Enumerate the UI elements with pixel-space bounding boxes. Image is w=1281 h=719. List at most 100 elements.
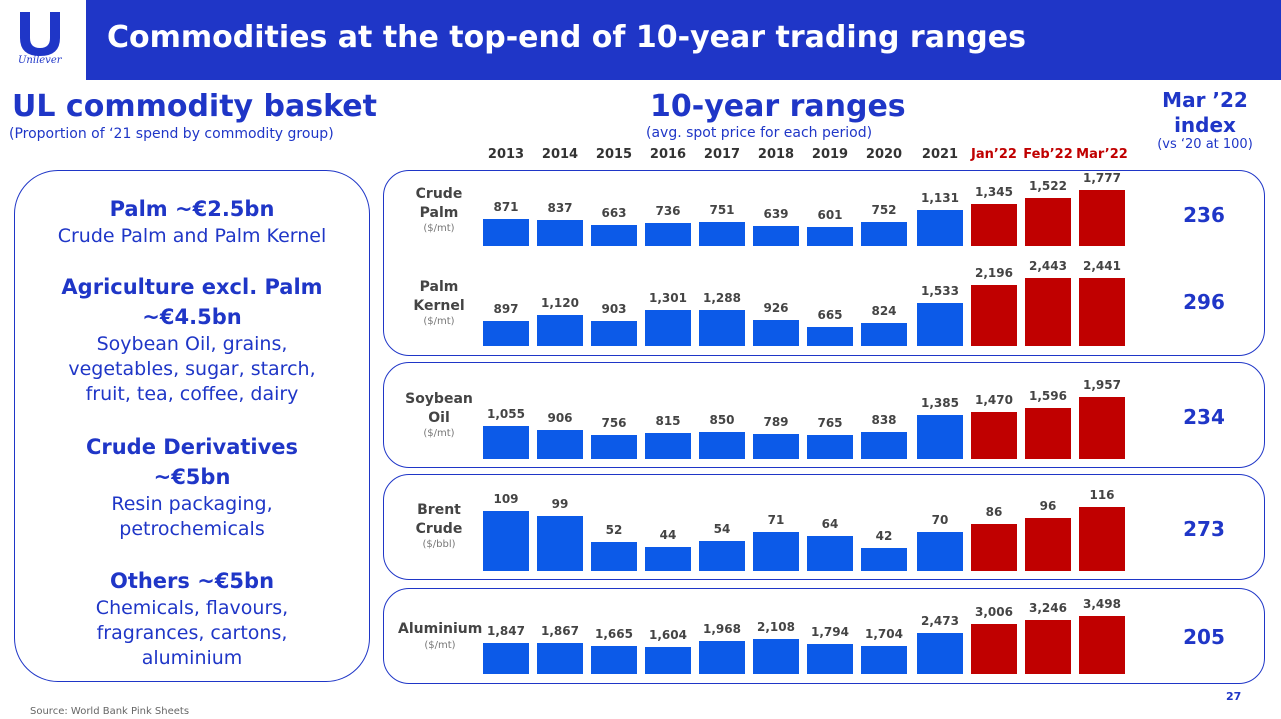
bar-crude-palm-jan-22 [971,204,1017,246]
value-label-crude-palm-2018: 639 [763,207,789,221]
bar-soybean-oil-mar-22 [1079,397,1125,459]
year-label-mar-22: Mar’22 [1076,147,1128,162]
value-label-palm-kernel-2021: 1,533 [921,284,959,298]
group-others-body-3: aluminium [141,647,243,669]
group-crude-head-2: ~€5bn [153,465,231,489]
value-label-palm-kernel-mar-22: 2,441 [1083,259,1121,273]
bar-crude-palm-2014 [537,220,583,246]
value-label-brent-crude-2014: 99 [551,497,569,511]
bar-aluminium-2015 [591,646,637,674]
value-label-soybean-oil-2015: 756 [601,416,627,430]
value-label-crude-palm-2017: 751 [709,203,735,217]
value-label-crude-palm-2021: 1,131 [921,191,959,205]
commodity-panel-2 [383,362,1265,468]
value-label-palm-kernel-2019: 665 [817,308,843,322]
group-others-body-1: Chemicals, flavours, [95,597,289,619]
value-label-palm-kernel-jan-22: 2,196 [975,266,1013,280]
value-label-crude-palm-2020: 752 [871,203,897,217]
value-label-brent-crude-2021: 70 [931,513,949,527]
commodity-name-line: Aluminium [398,621,483,637]
index-value-brent-crude: 273 [1183,517,1225,541]
commodity-panel-4 [383,588,1265,684]
bar-brent-crude-2016 [645,547,691,571]
bar-aluminium-2013 [483,643,529,674]
bar-soybean-oil-2020 [861,432,907,459]
bar-palm-kernel-2016 [645,310,691,346]
bar-aluminium-2021 [917,633,963,674]
bar-aluminium-2019 [807,644,853,674]
bar-brent-crude-2017 [699,541,745,571]
bar-soybean-oil-2014 [537,430,583,459]
commodity-panel-1 [383,170,1265,356]
bar-crude-palm-2016 [645,223,691,246]
bar-crude-palm-mar-22 [1079,190,1125,246]
value-label-brent-crude-2015: 52 [605,523,623,537]
value-label-brent-crude-2016: 44 [659,528,677,542]
bar-palm-kernel-2021 [917,303,963,346]
bar-crude-palm-2019 [807,227,853,246]
value-label-crude-palm-2019: 601 [817,208,843,222]
year-label-2016: 2016 [649,147,687,162]
commodity-name-line: Soybean [405,391,473,407]
bar-palm-kernel-2019 [807,327,853,346]
unilever-logo-icon [14,10,66,70]
bar-aluminium-2014 [537,643,583,674]
bar-crude-palm-2017 [699,222,745,246]
year-label-2021: 2021 [921,147,959,162]
bar-soybean-oil-feb-22 [1025,408,1071,459]
value-label-brent-crude-mar-22: 116 [1089,488,1115,502]
commodity-name-line: Palm [419,205,459,221]
index-value-palm-kernel: 296 [1183,290,1225,314]
value-label-crude-palm-2013: 871 [493,200,519,214]
value-label-palm-kernel-2015: 903 [601,302,627,316]
ranges-subtitle: (avg. spot price for each period) [646,125,873,141]
group-crude-body-2: petrochemicals [119,518,265,540]
value-label-crude-palm-jan-22: 1,345 [975,185,1013,199]
value-label-soybean-oil-2017: 850 [709,413,735,427]
year-label-2014: 2014 [541,147,579,162]
value-label-aluminium-2019: 1,794 [811,625,849,639]
bar-brent-crude-2020 [861,548,907,571]
value-label-brent-crude-2018: 71 [767,513,785,527]
logo-text: Unilever [18,55,62,66]
bar-palm-kernel-feb-22 [1025,278,1071,346]
value-label-palm-kernel-2017: 1,288 [703,291,741,305]
value-label-brent-crude-2017: 54 [713,522,731,536]
value-label-palm-kernel-feb-22: 2,443 [1029,259,1067,273]
value-label-aluminium-2017: 1,968 [703,622,741,636]
bar-soybean-oil-jan-22 [971,412,1017,459]
commodity-name-line: Kernel [413,298,465,314]
index-header-line1: Mar ’22 [1162,88,1248,112]
bar-palm-kernel-2015 [591,321,637,346]
bar-brent-crude-2013 [483,511,529,571]
value-label-brent-crude-feb-22: 96 [1039,499,1057,513]
bar-brent-crude-2019 [807,536,853,571]
group-agriculture-body-3: fruit, tea, coffee, dairy [85,383,299,405]
bar-aluminium-2020 [861,646,907,674]
commodity-unit-aluminium: ($/mt) [424,640,456,651]
value-label-crude-palm-mar-22: 1,777 [1083,171,1121,185]
bar-aluminium-2016 [645,647,691,674]
year-label-2013: 2013 [487,147,525,162]
value-label-palm-kernel-2018: 926 [763,301,789,315]
index-header-line2: index [1174,113,1236,137]
value-label-aluminium-mar-22: 3,498 [1083,597,1121,611]
value-label-brent-crude-2019: 64 [821,517,839,531]
basket-title: UL commodity basket [12,89,377,124]
bar-soybean-oil-2017 [699,432,745,459]
bar-brent-crude-2018 [753,532,799,571]
value-label-palm-kernel-2016: 1,301 [649,291,687,305]
bar-aluminium-feb-22 [1025,620,1071,674]
commodity-unit-crude-palm: ($/mt) [423,223,455,234]
bar-aluminium-2017 [699,641,745,674]
group-others-head: Others ~€5bn [109,569,275,593]
page-number: 27 [1226,690,1242,703]
value-label-crude-palm-2016: 736 [655,204,681,218]
value-label-aluminium-feb-22: 3,246 [1029,601,1067,615]
value-label-aluminium-2021: 2,473 [921,614,959,628]
group-agriculture-body-1: Soybean Oil, grains, [96,333,288,355]
value-label-palm-kernel-2014: 1,120 [541,296,579,310]
value-label-aluminium-2016: 1,604 [649,628,687,642]
footer-source: Source: World Bank Pink Sheets [30,706,190,717]
bar-soybean-oil-2018 [753,434,799,459]
